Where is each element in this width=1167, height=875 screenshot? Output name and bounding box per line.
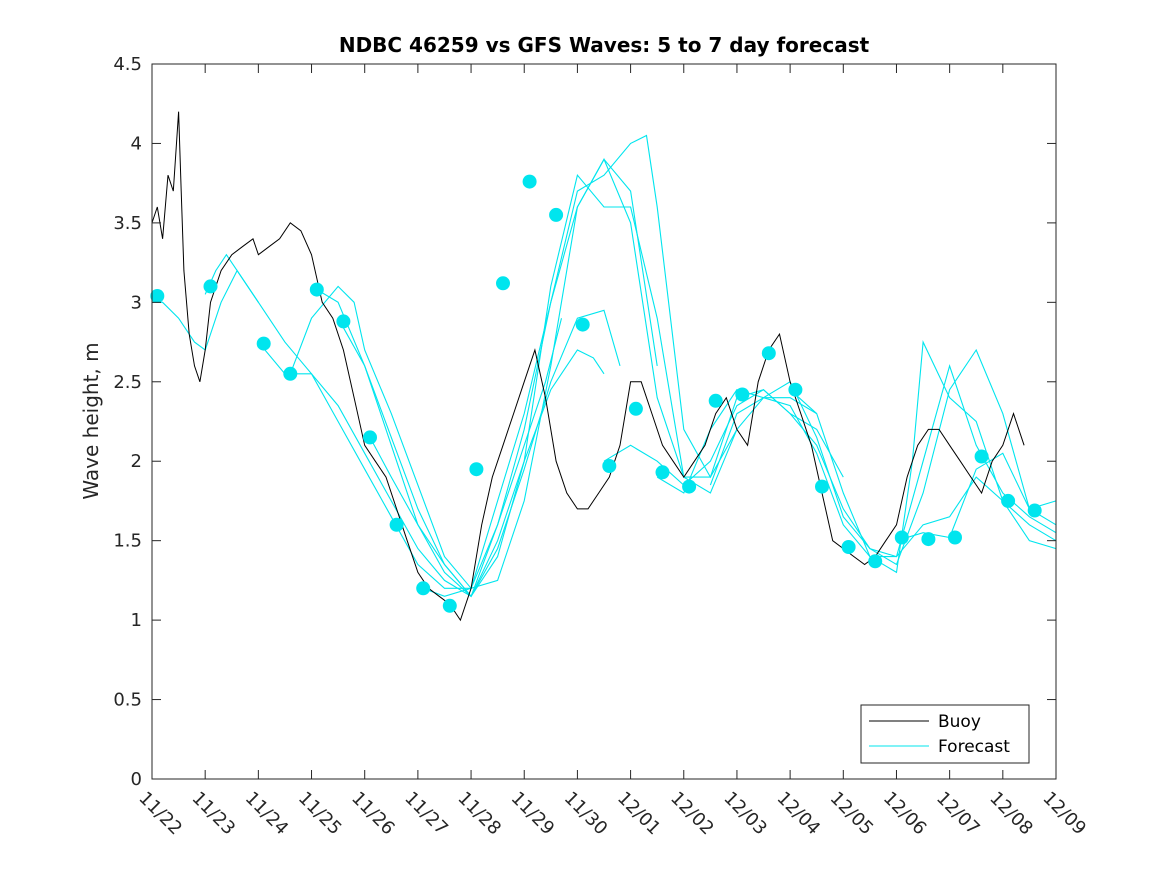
forecast-line-1 [204,253,563,589]
forecast-marker [735,387,750,402]
forecast-marker [761,346,776,361]
plot-area [152,64,1056,779]
y-tick-label: 1.5 [113,531,142,552]
y-tick-label: 3 [131,292,142,313]
forecast-marker [1027,503,1042,518]
chart-title: NDBC 46259 vs GFS Waves: 5 to 7 day fore… [339,33,870,57]
forecast-marker [894,530,909,545]
forecast-marker [788,382,803,397]
y-tick-label: 1 [131,610,142,631]
legend-box [860,704,1030,764]
forecast-marker [708,393,723,408]
legend-label-buoy: Buoy [938,712,981,732]
y-tick-label: 0 [131,769,142,790]
buoy-line [151,111,1025,622]
forecast-marker [815,479,829,494]
forecast-marker [655,465,670,480]
forecast-marker [575,317,590,332]
y-tick-label: 4.5 [113,54,142,75]
forecast-marker [868,554,883,569]
forecast-line-2 [257,341,605,598]
forecast-marker [283,366,298,381]
forecast-marker [469,462,484,477]
forecast-marker [682,479,697,494]
y-tick-label: 2.5 [113,372,142,393]
forecast-marker [602,459,617,473]
forecast-marker [921,532,936,547]
forecast-marker [150,289,165,303]
forecast-marker [948,530,962,545]
y-axis-label: Wave height, m [79,342,103,499]
data-layer [150,111,1057,622]
forecast-marker [549,207,564,222]
forecast-marker [336,314,351,329]
forecast-marker [522,174,537,189]
forecast-marker [203,279,218,294]
legend: Buoy Forecast [860,704,1030,764]
forecast-marker [442,598,457,613]
legend-label-forecast: Forecast [938,737,1010,757]
forecast-marker [389,517,404,532]
y-tick-label: 2 [131,451,142,472]
forecast-marker [496,276,510,291]
forecast-line-5 [337,174,738,598]
y-tick-label: 0.5 [113,690,142,711]
forecast-marker [974,449,989,464]
forecast-line-0 [152,269,259,351]
forecast-marker [309,282,324,297]
forecast-marker [416,581,431,596]
forecast-marker [628,401,643,416]
axes-box [151,63,1057,780]
y-tick-label: 3.5 [113,213,142,234]
forecast-marker [1001,493,1016,508]
y-tick-label: 4 [131,133,142,154]
forecast-marker [841,540,856,554]
forecast-marker [256,336,271,351]
forecast-line-11 [789,389,1057,558]
y-axis: 0 0.5 1 1.5 2 2.5 3 3.5 4 4.5 [113,54,1056,790]
forecast-marker [363,430,377,445]
